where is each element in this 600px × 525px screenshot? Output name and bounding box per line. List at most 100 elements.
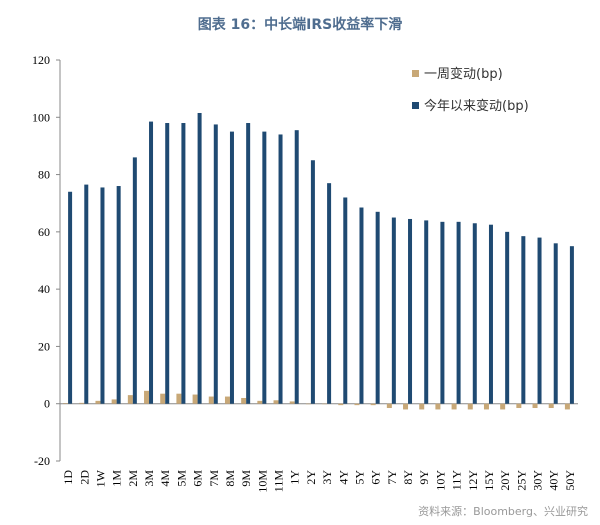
bar-ytd-2Y [310, 160, 315, 404]
x-tick-label: 7Y [385, 470, 399, 485]
bar-ytd-4M [165, 123, 170, 404]
bar-ytd-2D [84, 184, 89, 404]
x-tick-label: 1Y [288, 470, 302, 485]
bar-ytd-12Y [472, 223, 477, 404]
x-tick-label: 1W [93, 469, 107, 487]
bar-weekly-3M [144, 390, 150, 404]
bar-ytd-6M [197, 112, 202, 404]
bar-weekly-11Y [451, 403, 457, 410]
bar-ytd-1W [100, 187, 105, 404]
bar-weekly-10Y [435, 403, 441, 410]
legend-label: 今年以来变动(bp) [424, 98, 529, 114]
x-tick-label: 4Y [336, 470, 350, 485]
bar-weekly-1W [95, 400, 101, 404]
bar-ytd-8M [229, 131, 234, 404]
bar-weekly-50Y [564, 403, 570, 410]
legend-swatch [412, 102, 419, 109]
legend-swatch [412, 70, 419, 77]
bar-weekly-2M [127, 395, 133, 404]
bar-weekly-30Y [532, 403, 538, 409]
y-tick-label: 100 [32, 110, 50, 124]
bar-weekly-2D [79, 402, 85, 404]
bar-weekly-8Y [403, 403, 409, 410]
y-tick-label: 20 [38, 339, 50, 353]
bar-weekly-15Y [483, 403, 489, 410]
x-tick-label: 9Y [417, 470, 431, 485]
bar-ytd-15Y [488, 224, 493, 404]
y-tick-label: 60 [38, 225, 50, 239]
bar-ytd-7Y [391, 217, 396, 404]
x-tick-label: 2M [126, 470, 140, 487]
bar-weekly-20Y [500, 403, 506, 410]
x-tick-label: 50Y [563, 470, 577, 491]
x-tick-label: 30Y [531, 470, 545, 491]
x-tick-label: 15Y [482, 470, 496, 491]
bar-weekly-6M [192, 394, 198, 404]
bar-ytd-2M [132, 157, 137, 404]
bar-ytd-5M [181, 123, 186, 404]
bar-ytd-7M [213, 124, 218, 404]
x-tick-label: 7M [207, 470, 221, 487]
x-tick-label: 10M [255, 470, 269, 493]
bar-ytd-8Y [408, 218, 413, 404]
y-tick-label: 120 [32, 53, 50, 67]
bar-weekly-9Y [419, 403, 425, 410]
x-tick-label: 5M [174, 470, 188, 487]
x-tick-label: 3M [142, 470, 156, 487]
bar-ytd-6Y [375, 211, 380, 404]
y-tick-label: 0 [44, 397, 50, 411]
bar-weekly-25Y [516, 403, 522, 409]
x-tick-label: 9M [239, 470, 253, 487]
bar-ytd-30Y [537, 237, 542, 404]
bar-weekly-5M [176, 393, 182, 404]
bar-weekly-1D [63, 403, 69, 404]
bar-weekly-1Y [289, 401, 295, 404]
bar-ytd-4Y [343, 197, 348, 404]
bar-ytd-50Y [569, 246, 574, 404]
x-tick-label: 12Y [466, 470, 480, 491]
x-tick-label: 6Y [369, 470, 383, 485]
bar-ytd-11M [278, 134, 283, 404]
bar-weekly-2Y [305, 403, 311, 405]
bar-weekly-12Y [467, 403, 473, 410]
x-tick-label: 1D [61, 470, 75, 485]
bar-ytd-10Y [440, 221, 445, 404]
bar-weekly-9M [241, 397, 247, 404]
bar-weekly-5Y [354, 403, 360, 406]
x-tick-label: 8Y [401, 470, 415, 485]
y-tick-label: -20 [34, 454, 50, 468]
bar-weekly-6Y [370, 403, 376, 406]
bar-ytd-1M [116, 186, 121, 404]
bar-ytd-1Y [294, 130, 299, 404]
bar-ytd-3M [149, 121, 154, 404]
x-tick-label: 2Y [304, 470, 318, 485]
bar-weekly-8M [224, 396, 230, 404]
bar-ytd-10M [262, 131, 267, 404]
bar-weekly-3Y [322, 403, 328, 405]
bar-weekly-40Y [548, 403, 554, 409]
bar-ytd-9Y [424, 220, 429, 404]
bar-weekly-11M [273, 400, 279, 404]
bar-ytd-25Y [521, 236, 526, 404]
bar-weekly-7M [208, 396, 214, 404]
x-tick-label: 1M [110, 470, 124, 487]
y-tick-label: 80 [38, 168, 50, 182]
bar-weekly-7Y [386, 403, 392, 409]
bar-ytd-1D [68, 191, 73, 404]
chart-title: 图表 16：中长端IRS收益率下滑 [197, 17, 403, 33]
x-tick-label: 4M [158, 470, 172, 487]
x-tick-label: 25Y [514, 470, 528, 491]
legend-label: 一周变动(bp) [424, 66, 503, 82]
x-tick-label: 6M [191, 470, 205, 487]
bar-ytd-20Y [505, 231, 510, 404]
bar-ytd-9M [246, 123, 251, 404]
bar-weekly-4Y [338, 403, 344, 406]
x-tick-label: 40Y [547, 470, 561, 491]
bar-ytd-11Y [456, 221, 461, 404]
bar-weekly-4M [160, 393, 166, 404]
bar-weekly-1M [111, 399, 117, 404]
x-tick-label: 11Y [450, 470, 464, 491]
x-tick-label: 8M [223, 470, 237, 487]
x-tick-label: 11M [272, 470, 286, 493]
